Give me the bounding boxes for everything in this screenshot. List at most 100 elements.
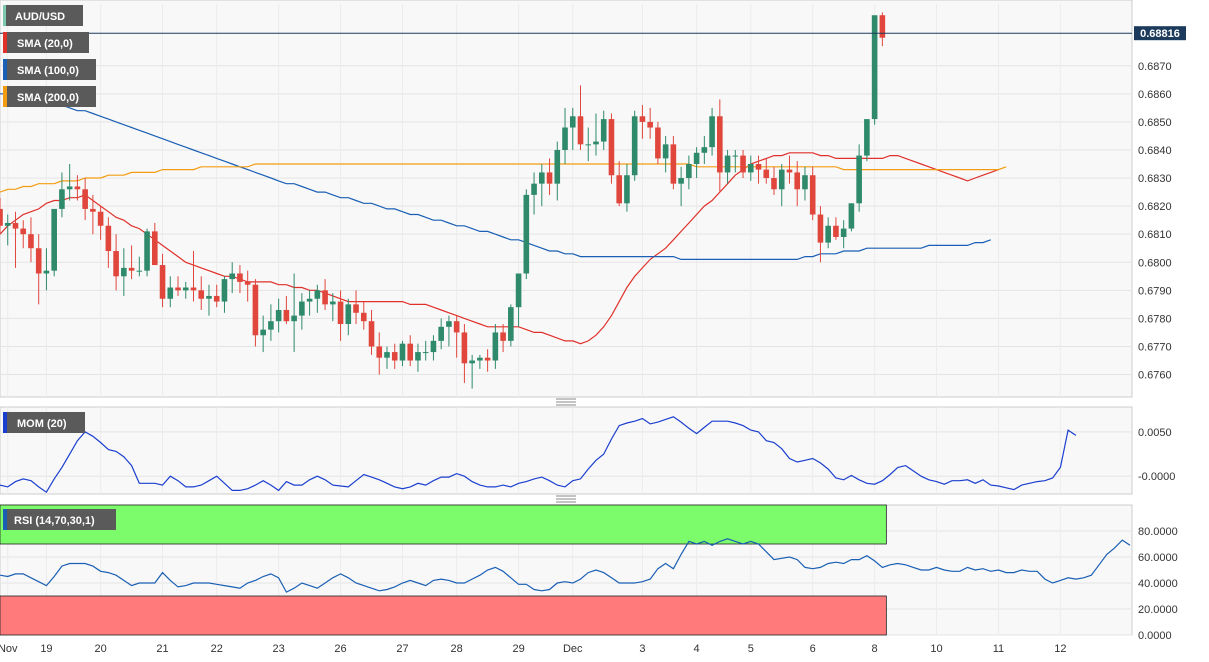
candle xyxy=(802,166,808,201)
candle-body xyxy=(399,343,406,361)
candle xyxy=(616,161,622,207)
candle-body xyxy=(631,116,638,176)
candle-body xyxy=(28,234,34,249)
price-tick-label: 0.6810 xyxy=(1138,229,1172,241)
time-tick-label: 20 xyxy=(94,643,106,655)
candle-body xyxy=(747,164,754,173)
time-tick-label: 23 xyxy=(273,643,285,655)
candle xyxy=(97,206,104,240)
legend-sma200[interactable]: SMA (200,0) xyxy=(3,86,96,107)
candle-body xyxy=(453,321,460,333)
momentum-tick-label: -0.0000 xyxy=(1138,471,1175,483)
candle xyxy=(12,211,19,268)
candle xyxy=(709,107,715,156)
candle xyxy=(740,149,746,179)
price-tick-label: 0.6780 xyxy=(1138,313,1172,325)
candle-body xyxy=(879,15,886,38)
candle-body xyxy=(740,155,746,173)
candle-body xyxy=(12,222,19,229)
time-tick-label: 5 xyxy=(748,643,754,655)
candle-body xyxy=(438,326,444,341)
candle xyxy=(631,110,638,181)
candle-body xyxy=(299,301,305,316)
rsi-tick-label: 80.0000 xyxy=(1138,526,1178,538)
resize-handle-momentum[interactable] xyxy=(556,495,576,503)
legend-symbol[interactable]: AUD/USD xyxy=(3,5,83,26)
candle xyxy=(345,298,352,336)
price-tick-label: 0.6760 xyxy=(1138,370,1172,382)
candle xyxy=(693,147,700,179)
candle xyxy=(686,155,692,190)
candle-body xyxy=(97,211,104,226)
candle xyxy=(554,141,561,201)
candle-body xyxy=(701,147,708,153)
grid-lines xyxy=(0,4,1132,636)
rsi-zones xyxy=(0,504,887,636)
candle xyxy=(314,284,321,313)
candle-body xyxy=(825,225,831,243)
candle xyxy=(66,164,73,201)
candle-body xyxy=(763,169,770,179)
candle xyxy=(74,175,81,201)
candle xyxy=(190,251,197,302)
candle xyxy=(817,206,824,263)
candle-body xyxy=(59,189,65,209)
candle-body xyxy=(66,186,73,190)
legend-momentum[interactable]: MOM (20) xyxy=(3,412,85,433)
candle-body xyxy=(771,178,777,190)
legend-rsi[interactable]: RSI (14,70,30,1) xyxy=(3,509,116,530)
candle-body xyxy=(360,312,367,322)
candle-body xyxy=(469,360,475,364)
candle xyxy=(871,15,878,125)
candle-body xyxy=(159,265,166,299)
candle xyxy=(678,166,684,207)
candle-body xyxy=(717,116,723,173)
time-tick-label: Dec xyxy=(563,643,583,655)
legend-symbol-text: AUD/USD xyxy=(15,11,65,23)
candle-body xyxy=(778,169,785,190)
momentum-panel xyxy=(0,406,1133,495)
candle xyxy=(399,340,406,367)
candle xyxy=(531,172,537,215)
legend-sma100[interactable]: SMA (100,0) xyxy=(3,59,96,80)
candle-body xyxy=(539,172,545,184)
rsi-overbought-zone xyxy=(0,504,887,545)
candle-body xyxy=(167,287,174,299)
candle-body xyxy=(461,332,468,364)
candle-body xyxy=(345,304,352,325)
candle xyxy=(864,119,870,162)
candle-body xyxy=(492,332,499,361)
candle xyxy=(20,220,27,249)
candle xyxy=(515,273,522,327)
candle-body xyxy=(121,267,127,277)
candle xyxy=(539,164,545,207)
candle xyxy=(856,144,862,212)
momentum-tick-label: 0.0050 xyxy=(1138,427,1172,439)
candle-body xyxy=(175,287,181,291)
legend-sma100-text: SMA (100,0) xyxy=(17,65,79,77)
candle-body xyxy=(306,298,313,302)
legend-sma20-text: SMA (20,0) xyxy=(17,38,73,50)
candle xyxy=(608,113,615,184)
candle xyxy=(430,335,437,361)
candle-body xyxy=(856,155,862,204)
price-tick-label: 0.6770 xyxy=(1138,341,1172,353)
candle-body xyxy=(268,321,274,330)
candle xyxy=(283,295,290,325)
price-tick-label: 0.6860 xyxy=(1138,89,1172,101)
candle xyxy=(360,301,367,330)
candle-body xyxy=(152,231,158,266)
candle-body xyxy=(252,284,259,336)
candle-body xyxy=(407,343,414,361)
candle xyxy=(484,349,491,372)
price-tick-label: 0.6790 xyxy=(1138,285,1172,297)
candle-body xyxy=(871,15,878,120)
resize-handle-price[interactable] xyxy=(556,398,576,406)
rsi-tick-label: 60.0000 xyxy=(1138,552,1178,564)
legend-sma20[interactable]: SMA (20,0) xyxy=(3,32,89,53)
candle xyxy=(655,121,661,165)
time-tick-label: 21 xyxy=(156,643,168,655)
candle xyxy=(368,309,375,355)
candle-body xyxy=(221,279,228,302)
rsi-line xyxy=(0,538,1131,593)
